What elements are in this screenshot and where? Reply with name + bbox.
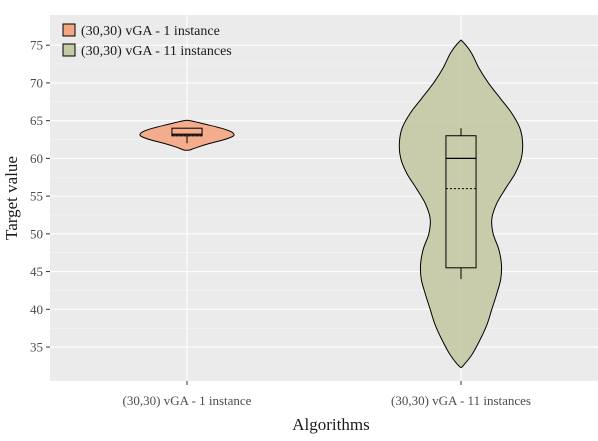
violin-body (398, 39, 524, 369)
y-tick-label: 45 (30, 264, 43, 279)
violin-layer (139, 39, 524, 369)
y-axis-title: Target value (2, 156, 21, 240)
y-tick-label: 55 (30, 189, 43, 204)
y-tick-label: 65 (30, 113, 43, 128)
legend-label: (30,30) vGA - 11 instances (81, 44, 232, 59)
plot-background (50, 15, 598, 381)
y-tick-label: 60 (30, 151, 43, 166)
y-tick-label: 35 (30, 340, 43, 355)
legend-label: (30,30) vGA - 1 instance (81, 24, 220, 39)
y-tick-label: 70 (30, 75, 43, 90)
y-tick-label: 75 (30, 38, 43, 53)
y-tick-label: 50 (30, 226, 43, 241)
box-iqr (171, 127, 203, 137)
violin-body (139, 119, 235, 151)
legend-swatch (62, 43, 76, 57)
y-tick-label: 40 (30, 302, 43, 317)
box-iqr (445, 135, 477, 269)
legend: (30,30) vGA - 1 instance (30,30) vGA - 11… (62, 23, 232, 59)
x-axis-title: Algorithms (292, 415, 369, 434)
x-tick-label: (30,30) vGA - 1 instance (123, 393, 252, 408)
x-tick-label: (30,30) vGA - 11 instances (391, 393, 531, 408)
axis-layer: 35 40 45 50 55 60 65 70 75 (30,30) vGA - 1 instan… (30, 38, 531, 408)
legend-swatch (62, 23, 76, 37)
